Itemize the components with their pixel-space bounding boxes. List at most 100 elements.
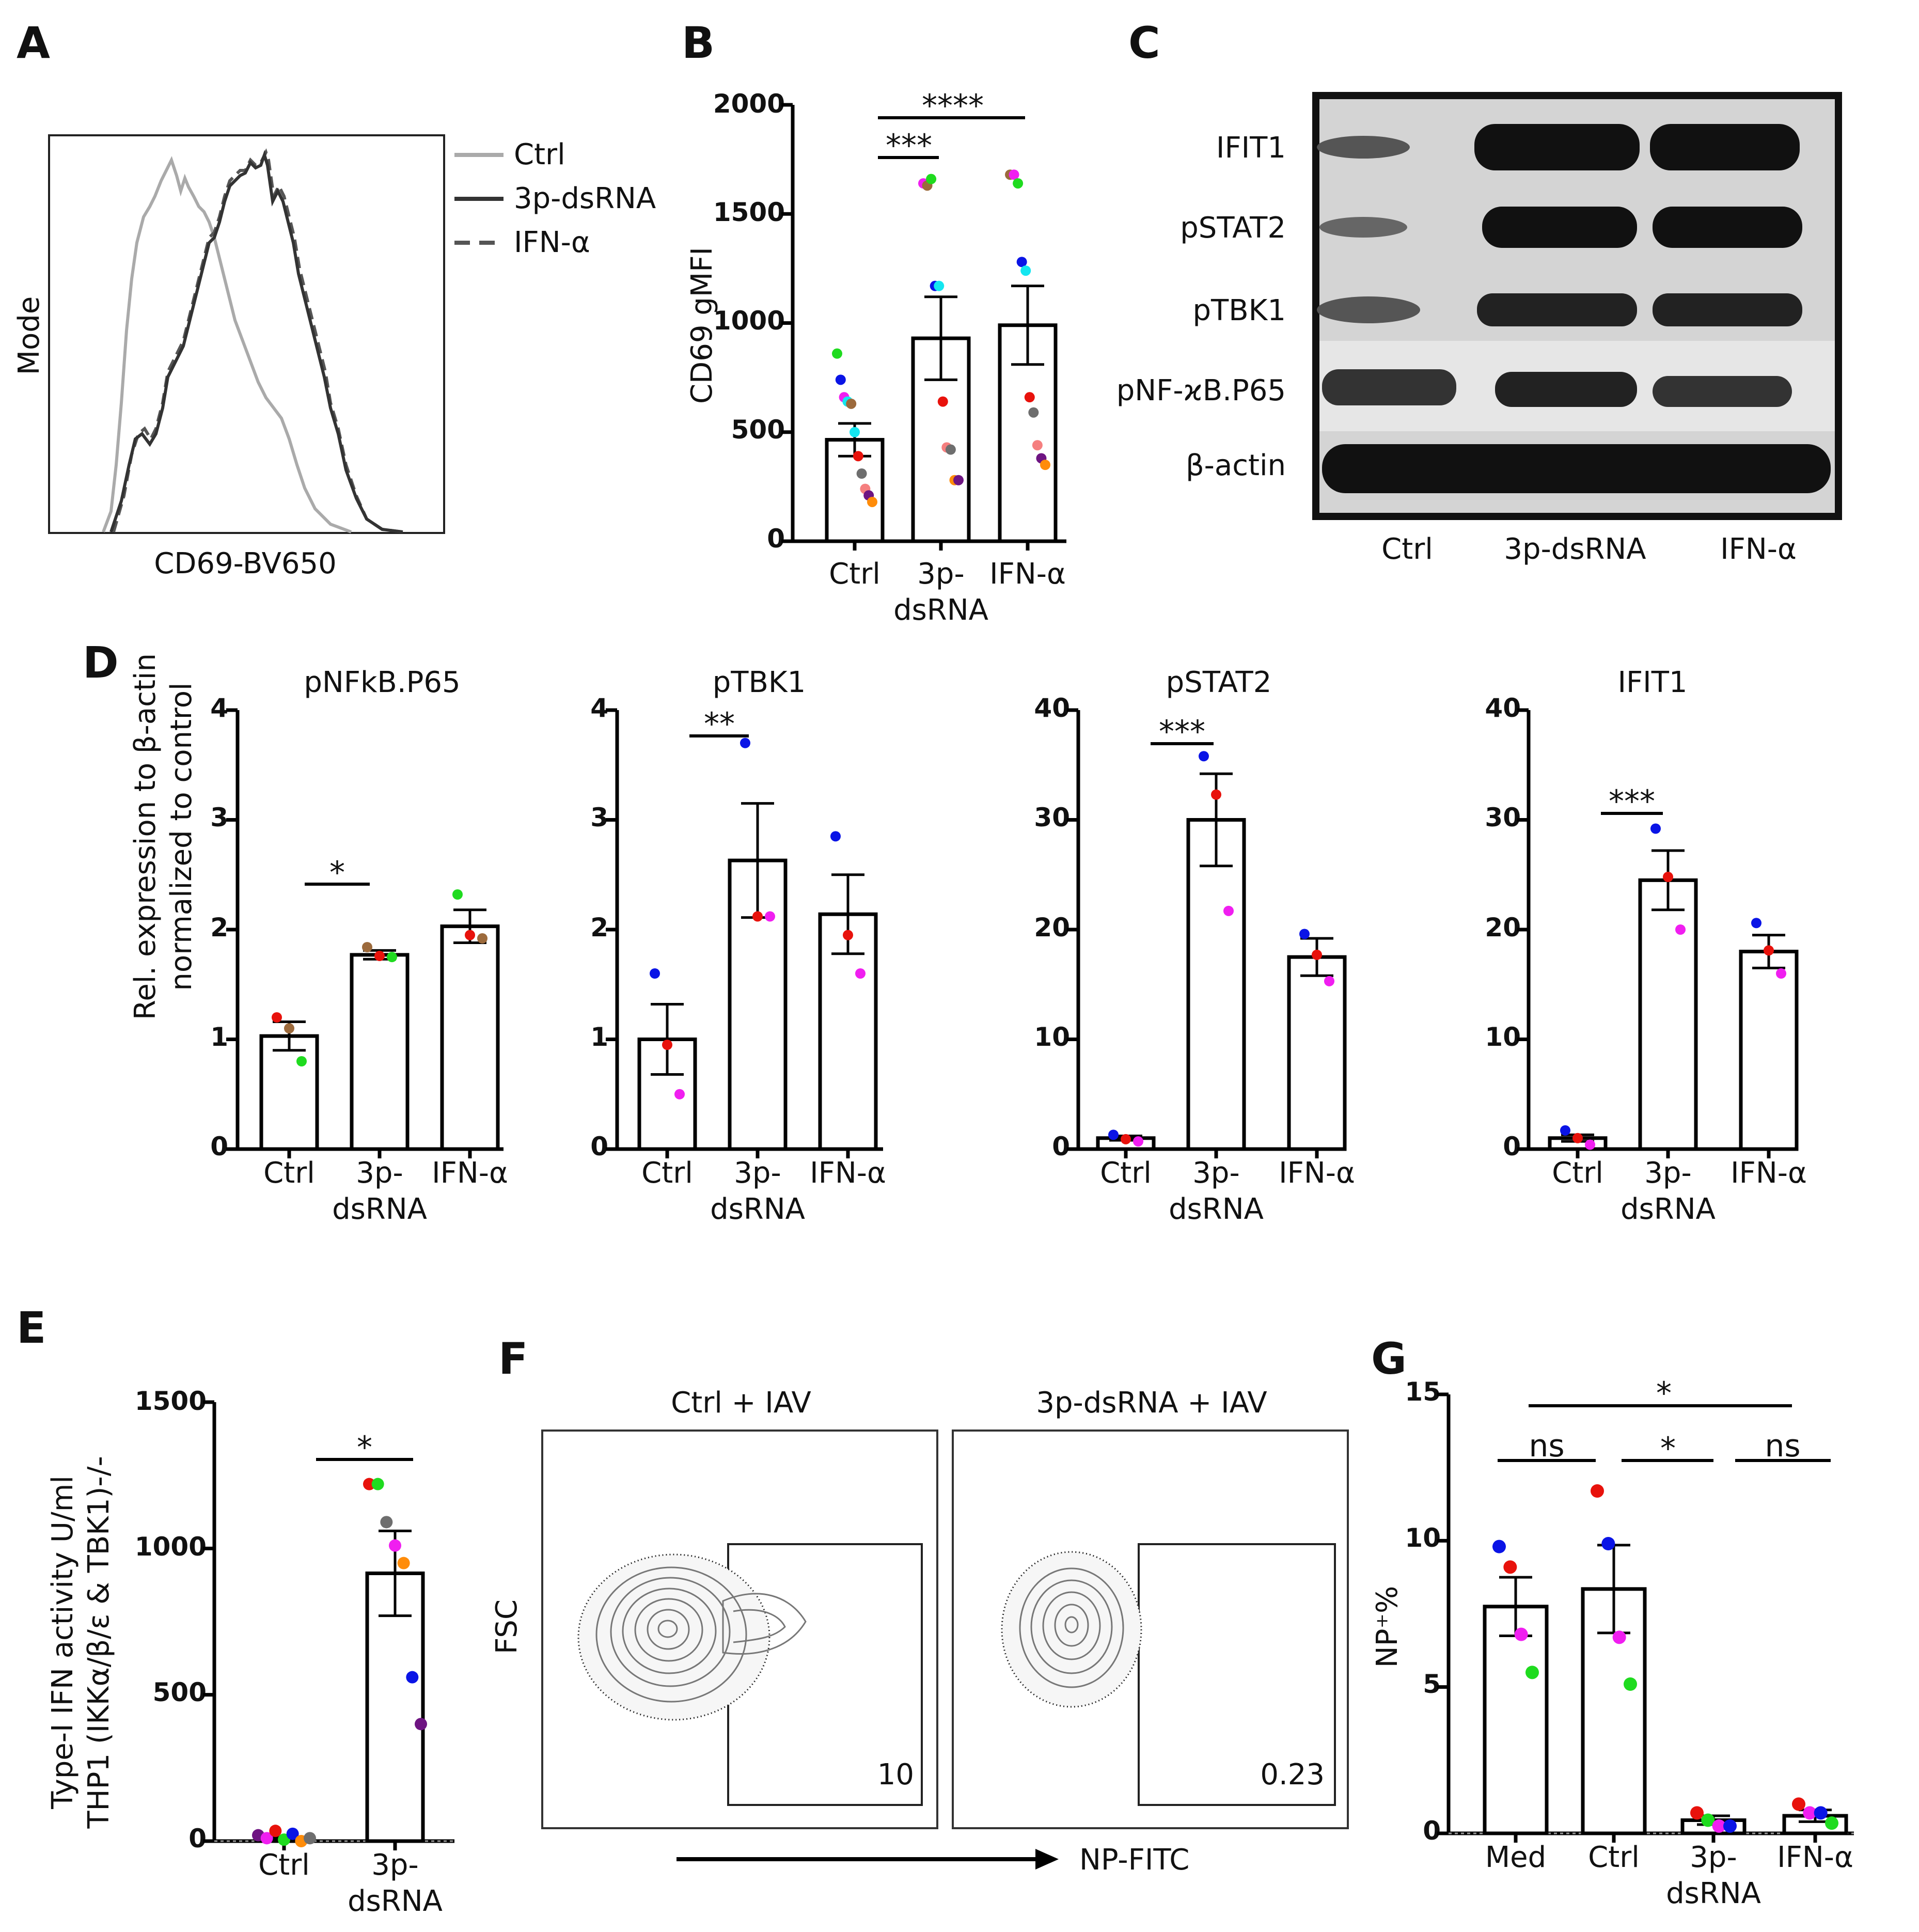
e-ytick-1500: 1500: [135, 1386, 207, 1416]
g-ytick-15: 15: [1405, 1377, 1441, 1407]
g-point-3-4: [1723, 1819, 1737, 1833]
d1-sig-label: *: [329, 855, 345, 891]
d2-point-1-1: [650, 968, 660, 979]
band-pstat2-ctrl: [1319, 217, 1407, 238]
e-ytick-500: 500: [153, 1677, 207, 1707]
panel-d-y-label-line1: Rel. expression to β-actin: [129, 653, 162, 1020]
band-pnfkb-ifn-alpha: [1653, 376, 1792, 407]
d3-point-3-1: [1299, 929, 1310, 939]
d4-point-3-2: [1764, 945, 1774, 956]
3p-dsrna-histogram-curve: [109, 150, 403, 533]
d1-ytick-1: 1: [210, 1022, 228, 1052]
panel-e-y-label-line1: Type-I IFN activity U/ml: [46, 1475, 80, 1810]
panel-f-x-label: NP-FITC: [1079, 1843, 1189, 1877]
d2-point-2-1: [740, 737, 750, 748]
b-point-2-3: [926, 174, 937, 184]
panel-b-xlabel-3p: 3p-: [917, 557, 964, 591]
d1-bar-1: [259, 1034, 319, 1151]
blot-lane-ifn-alpha: IFN-α: [1720, 532, 1797, 566]
blot-row-ptbk1: pTBK1: [1192, 294, 1286, 327]
d4-point-3-1: [1751, 918, 1761, 929]
d1-xlabel-dsrna: dsRNA: [332, 1192, 427, 1226]
panel-b-ytick-0: 0: [767, 524, 785, 554]
d4-ytick-30: 30: [1485, 803, 1521, 833]
d2-sig-label: **: [704, 706, 735, 742]
d3-point-3-3: [1324, 976, 1334, 986]
d1-bar-3: [440, 924, 500, 1151]
panel-b-ytick-500: 500: [731, 415, 785, 445]
band-pnfkb-3p-dsrna: [1495, 372, 1637, 407]
band-pstat2-ifn-alpha: [1653, 207, 1802, 248]
e-ytick-0: 0: [188, 1824, 207, 1854]
b-point-1-5: [846, 398, 857, 409]
d2-ytick-4: 4: [590, 693, 608, 723]
e-ytick-1000: 1000: [135, 1532, 207, 1562]
d1-xlabel-ifn-alpha: IFN-α: [432, 1156, 508, 1190]
b-point-2-8: [945, 444, 956, 455]
d4-ytick-0: 0: [1503, 1132, 1521, 1161]
blot-row-pstat2: pSTAT2: [1180, 211, 1286, 245]
blot-row-ifit1: IFIT1: [1216, 131, 1286, 165]
e-xlabel-dsrna: dsRNA: [348, 1884, 443, 1918]
panel-d-title-pstat2: pSTAT2: [1166, 666, 1272, 699]
d4-point-3-3: [1776, 968, 1786, 979]
d4-bar-3: [1739, 950, 1799, 1151]
d1-point-2-1: [362, 942, 372, 952]
b-point-2-10: [953, 475, 964, 485]
panel-letter-f: F: [498, 1333, 528, 1384]
g-point-2-4: [1624, 1677, 1637, 1691]
panel-letter-c: C: [1128, 18, 1160, 68]
g-point-3-1: [1690, 1806, 1704, 1820]
d2-point-3-3: [855, 968, 866, 979]
panel-d-title-pnfkb: pNFkB.P65: [304, 666, 460, 699]
band-ptbk1-3p-dsrna: [1477, 293, 1637, 326]
panel-d-title-ifit1: IFIT1: [1617, 666, 1687, 699]
d1-xlabel-3p: 3p-: [356, 1156, 403, 1190]
g-point-2-1: [1591, 1484, 1604, 1498]
panel-g-chart: NP⁺% 15 10 5 0 Med Ctrl 3p- dsRNA IFN-α …: [1371, 1375, 1854, 1910]
d2-point-1-3: [674, 1089, 685, 1099]
g-ytick-10: 10: [1405, 1523, 1441, 1553]
d4-xlabel-ctrl: Ctrl: [1552, 1156, 1603, 1190]
d4-ytick-40: 40: [1485, 693, 1521, 723]
g-xlabel-ctrl: Ctrl: [1588, 1841, 1640, 1874]
d4-point-1-2: [1572, 1133, 1583, 1143]
e-point-2-6: [406, 1671, 419, 1684]
e-point-1-2: [260, 1832, 273, 1845]
g-xlabel-ifn-alpha: IFN-α: [1777, 1841, 1853, 1874]
panel-d-title-ptbk1: pTBK1: [713, 666, 806, 699]
b-point-3-3: [1013, 178, 1024, 189]
e-point-1-3: [269, 1825, 282, 1837]
contour-plot-3p-dsrna: [1001, 1551, 1142, 1708]
d4-sig-label: ***: [1609, 783, 1655, 820]
d3-point-1-2: [1121, 1134, 1131, 1144]
d2-point-2-3: [765, 911, 775, 922]
panel-d-y-label-line2: normalized to control: [165, 682, 198, 991]
panel-b-y-label: CD69 gMFI: [685, 247, 719, 404]
d1-ytick-4: 4: [210, 693, 228, 723]
panel-letter-a: A: [17, 18, 50, 68]
e-point-2-1: [363, 1478, 375, 1490]
b-point-1-2: [835, 374, 846, 385]
d4-bar-2: [1638, 878, 1698, 1151]
band-ptbk1-ifn-alpha: [1653, 293, 1802, 326]
panel-b-xlabel-ifn-alpha: IFN-α: [989, 557, 1066, 591]
e-point-2-4: [389, 1539, 401, 1552]
gate-value-3p-dsrna: 0.23: [1260, 1758, 1325, 1792]
d2-xlabel-ctrl: Ctrl: [641, 1156, 693, 1190]
d2-ytick-0: 0: [590, 1132, 608, 1161]
np-fitc-arrow-head: [1035, 1849, 1059, 1870]
g-sig-label-star-1: *: [1660, 1431, 1676, 1467]
b-point-3-6: [1024, 392, 1035, 403]
blot-row-pnfkb: pNF-ϰB.P65: [1116, 374, 1286, 407]
d1-point-2-2: [374, 951, 385, 961]
d4-point-1-3: [1585, 1139, 1595, 1150]
panel-d-pnfkb-chart: pNFkB.P65 4 3 2 1 0 Ctrl 3p- dsRNA IFN-α…: [210, 666, 508, 1226]
b-point-3-5: [1020, 265, 1031, 276]
panel-b-chart: CD69 gMFI 2000 1500 1000 500 0 Ctrl 3p- …: [685, 88, 1066, 627]
d4-point-2-2: [1663, 872, 1673, 882]
panel-letter-e: E: [17, 1302, 46, 1353]
b-point-3-8: [1032, 440, 1043, 451]
b-point-3-7: [1028, 407, 1039, 418]
e-point-2-7: [415, 1718, 427, 1731]
